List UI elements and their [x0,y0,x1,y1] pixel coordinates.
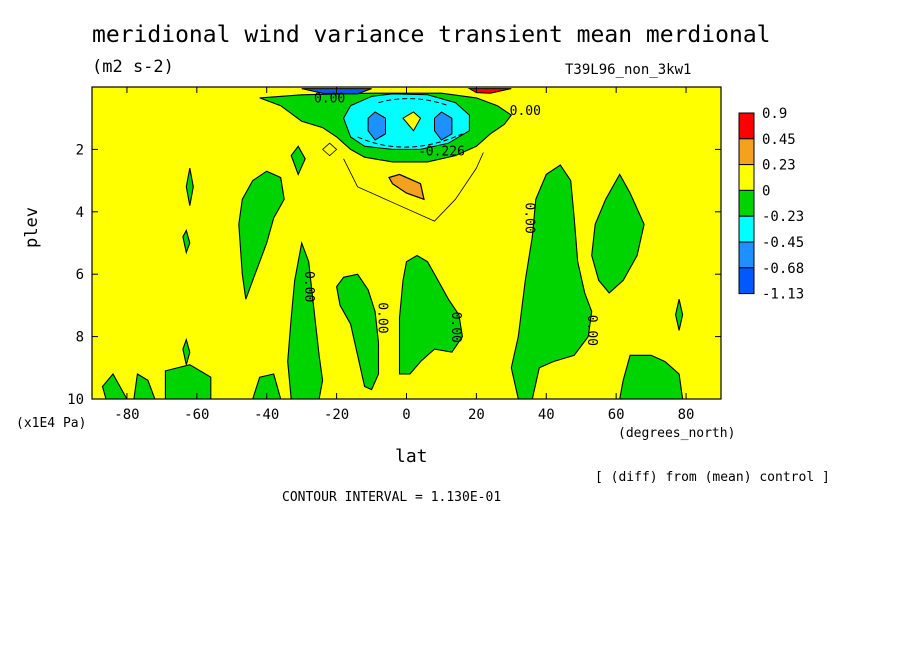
contour-label: -0.226 [418,145,465,160]
negative-region [591,173,645,294]
legend-level-label: -0.45 [762,235,804,251]
negative-region [336,273,380,391]
dashed-contour [378,98,449,107]
legend-level-label: 0 [762,183,770,199]
contour-interval: CONTOUR INTERVAL = 1.130E-01 [282,490,502,505]
x-tick-label: -80 [114,407,139,423]
legend-swatch [738,112,755,140]
plot-area [92,87,721,399]
top-strip-positive [467,88,512,94]
legend-level-label: -0.23 [762,209,804,225]
x-tick-label: -40 [254,407,279,423]
y-tick-label: 4 [76,205,84,221]
contour-label: 0.00 [521,202,536,233]
negative-region [398,254,463,375]
chart-units: (m2 s-2) [92,57,174,77]
y-tick-label: 6 [76,267,84,283]
contour-label: 0.00 [510,104,541,119]
legend-level-label: -1.13 [762,287,804,303]
contour-label: 0.00 [448,312,463,343]
x-tick-label: 40 [538,407,555,423]
negative-region [182,337,191,365]
diff-note: [ (diff) from (mean) control ] [595,470,830,485]
negative-region [675,299,684,331]
negative-region [290,145,306,176]
run-label: T39L96_non_3kw1 [565,62,692,78]
zero-pocket [402,111,422,132]
negative-region [252,373,282,399]
axis-ticks: -80 -60 -40 -20 0 20 40 60 80 2 4 6 8 10 [67,87,721,423]
chart-title: meridional wind variance transient mean … [92,22,771,48]
dashed-contour [357,133,463,148]
contour-label: 0.00 [301,271,316,302]
legend-level-label: 0.23 [762,158,796,174]
legend-swatch [738,241,755,269]
positive-contour-line [343,152,484,222]
x-tick-label: -20 [324,407,349,423]
legend-swatch [738,267,755,295]
negative-region [619,354,684,399]
legend-swatch [738,138,755,166]
x-tick-label: 60 [608,407,625,423]
contour-labels: 0.00 0.00 -0.226 0.00 0.00 0.00 0.00 0.00 [301,92,599,346]
color-legend: 0.9 0.45 0.23 0 -0.23 -0.45 -0.68 -1.13 [738,106,804,303]
x-tick-label: 20 [468,407,485,423]
negative-region [287,240,324,399]
negative-region [182,229,191,255]
positive-region [388,173,425,201]
negative-region [510,164,593,399]
y-tick-label: 8 [76,330,84,346]
legend-level-label: 0.9 [762,106,787,122]
negative-cell [434,111,453,141]
negative-region [238,170,285,300]
x-axis-label: lat [395,446,428,467]
legend-level-label: 0.45 [762,132,796,148]
negative-region [133,373,156,399]
x-tick-label: 0 [402,407,410,423]
contour-label: 0.00 [375,302,390,333]
y-tick-label: 2 [76,142,84,158]
negative-region [164,364,212,399]
negative-region [185,167,194,206]
legend-swatch [738,164,755,191]
y-axis-unit: (x1E4 Pa) [16,416,87,431]
negative-region [101,373,128,399]
legend-swatch [738,215,755,243]
contour-label: 0.00 [314,92,345,107]
y-tick-label: 10 [67,392,84,408]
negative-cell [367,111,386,141]
legend-level-label: -0.68 [762,261,804,277]
x-axis-unit: (degrees_north) [618,426,736,441]
x-tick-label: 80 [678,407,695,423]
contour-label: 0.00 [584,315,599,346]
legend-swatch [738,189,755,217]
small-contour-diamond [322,142,338,157]
x-tick-label: -60 [184,407,209,423]
